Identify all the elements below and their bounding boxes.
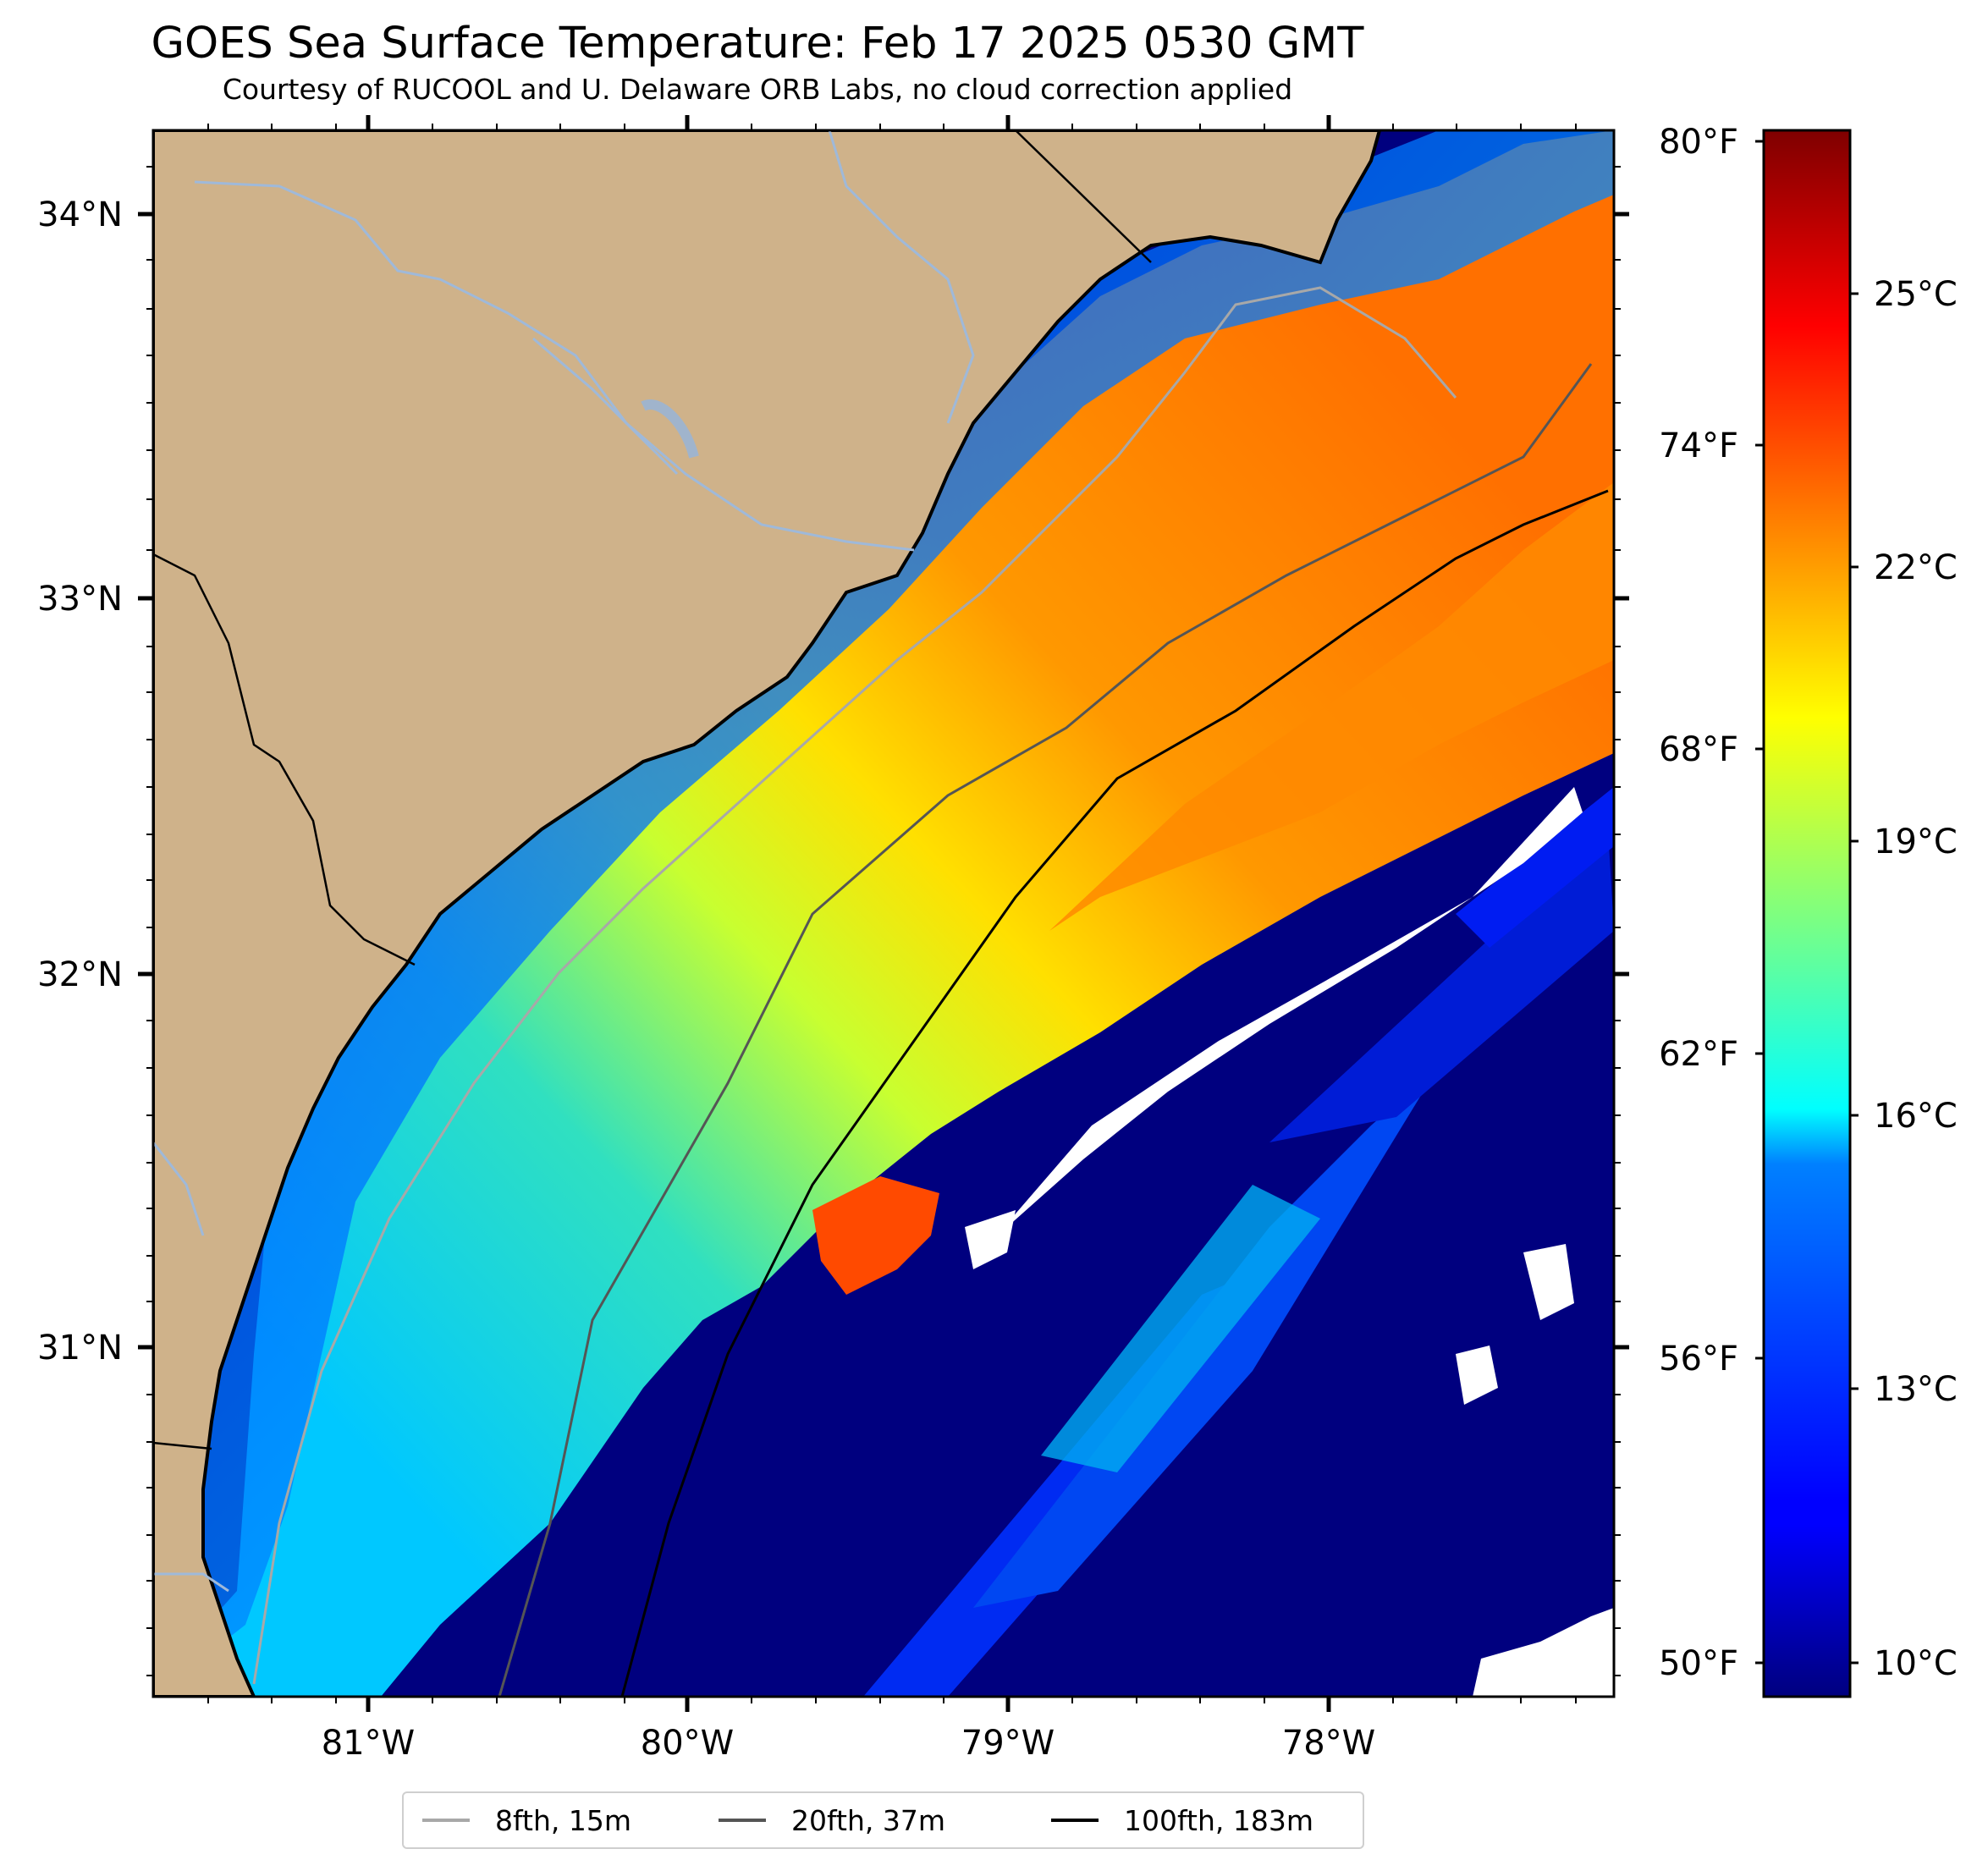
no-data-patches <box>965 787 1614 1697</box>
isobaths <box>252 286 1609 1697</box>
lake-marion <box>641 399 699 459</box>
lat-major-ticks <box>138 212 1629 1350</box>
shelf-water-region <box>153 130 1614 1697</box>
state-boundaries <box>153 130 1152 1450</box>
map-subtitle: Courtesy of RUCOOL and U. Delaware ORB L… <box>222 73 1293 106</box>
legend-label: 100fth, 183m <box>1124 1803 1313 1837</box>
gulf-stream-core <box>1049 482 1614 931</box>
colorbar-c-label: 16°C <box>1874 1097 1958 1136</box>
lon-major-ticks <box>366 115 1331 1712</box>
legend-swatch <box>719 1819 766 1822</box>
map-area <box>153 130 1614 1697</box>
legend-item-8fth: 8fth, 15m <box>422 1793 631 1847</box>
colorbar-f-label: 68°F <box>1659 730 1738 769</box>
lat-label-33: 33°N <box>37 580 123 619</box>
colorbar-f-label: 74°F <box>1659 426 1738 465</box>
colorbar-f-label: 50°F <box>1659 1644 1738 1683</box>
legend-label: 20fth, 37m <box>791 1803 945 1837</box>
colorbar-f-ticks <box>1755 140 1764 1665</box>
legend-swatch <box>422 1819 470 1822</box>
lon-label-81: 81°W <box>322 1724 415 1763</box>
lat-label-34: 34°N <box>37 195 123 234</box>
lon-label-79: 79°W <box>961 1724 1055 1763</box>
warm-eddy <box>812 1176 939 1295</box>
colorbar-f-label: 62°F <box>1659 1035 1738 1074</box>
colorbar <box>1762 129 1852 1698</box>
lat-minor-ticks <box>146 166 1621 1676</box>
legend-swatch <box>1051 1819 1099 1822</box>
colorbar-c-label: 10°C <box>1874 1644 1958 1683</box>
colorbar-c-label: 25°C <box>1874 275 1958 314</box>
colorbar-c-label: 22°C <box>1874 548 1958 587</box>
lon-label-80: 80°W <box>641 1724 734 1763</box>
colorbar-c-ticks <box>1850 292 1859 1665</box>
lat-label-32: 32°N <box>37 955 123 994</box>
map-title: GOES Sea Surface Temperature: Feb 17 202… <box>151 19 1364 69</box>
lat-label-31: 31°N <box>37 1329 123 1367</box>
colorbar-c-label: 19°C <box>1874 823 1958 861</box>
legend-label: 8fth, 15m <box>495 1803 632 1837</box>
map-frame <box>151 129 1616 1698</box>
nearshore-water-region <box>153 130 1614 1697</box>
lon-minor-ticks <box>207 124 1577 1703</box>
legend-item-100fth: 100fth, 183m <box>1051 1793 1313 1847</box>
cold-streaks <box>863 787 1614 1697</box>
land-area <box>153 130 1382 1697</box>
colorbar-f-label: 80°F <box>1659 123 1738 162</box>
lon-label-78: 78°W <box>1282 1724 1375 1763</box>
isobath-legend: 8fth, 15m 20fth, 37m 100fth, 183m <box>402 1791 1364 1849</box>
colorbar-c-label: 13°C <box>1874 1370 1958 1409</box>
rivers <box>153 130 975 1593</box>
legend-item-20fth: 20fth, 37m <box>719 1793 945 1847</box>
colorbar-f-label: 56°F <box>1659 1340 1738 1378</box>
